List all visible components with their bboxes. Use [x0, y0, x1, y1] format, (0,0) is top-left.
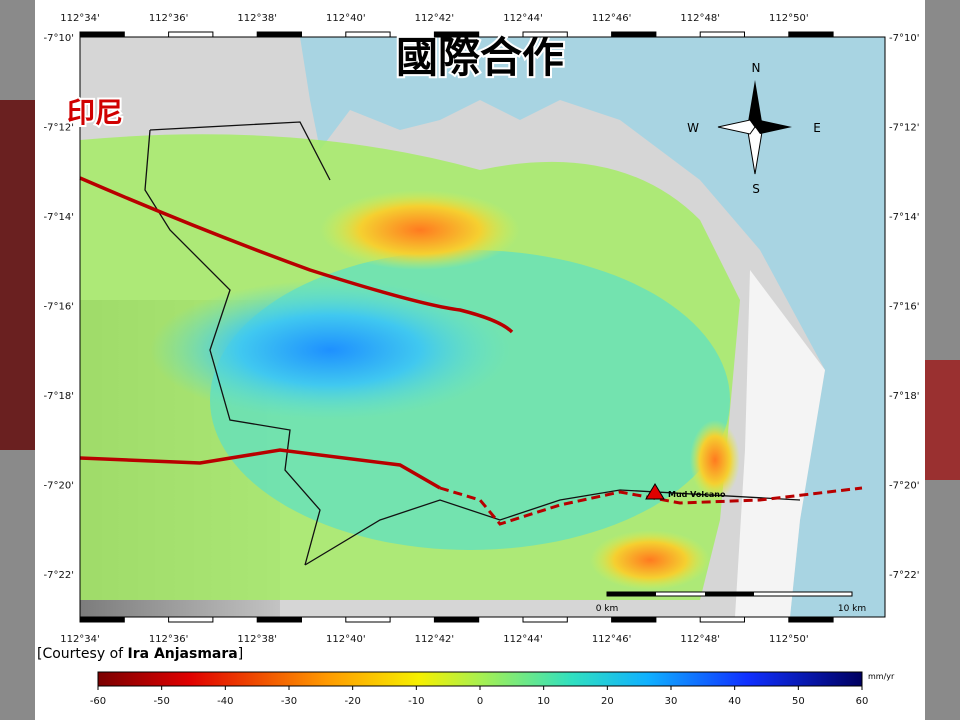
compass-label: E — [813, 121, 821, 135]
colorbar-tick-label: -20 — [344, 696, 360, 707]
frame-tick — [699, 616, 746, 623]
colorbar-tick-label: 60 — [856, 696, 869, 707]
frame-tick — [611, 616, 657, 623]
fault — [79, 176, 514, 334]
scale-label: 0 km — [596, 604, 619, 614]
lon-label: 112°34' — [60, 13, 100, 24]
colorbar-tick-label: 0 — [477, 696, 483, 707]
frame-tick — [433, 616, 480, 623]
compass-label: S — [752, 182, 760, 196]
lon-label: 112°36' — [149, 13, 189, 24]
lon-label: 112°46' — [592, 13, 632, 24]
frame-tick — [168, 31, 214, 38]
frame-tick — [788, 31, 834, 38]
deformation — [690, 420, 740, 500]
lat-label: -7°18' — [889, 391, 919, 402]
lon-label: 112°36' — [149, 634, 189, 645]
lat-label: -7°12' — [44, 123, 74, 134]
lat-label: -7°18' — [44, 391, 74, 402]
deformation — [320, 190, 520, 270]
colorbar-tick-label: -40 — [217, 696, 233, 707]
frame-tick — [79, 31, 125, 38]
lat-label: -7°16' — [44, 302, 74, 313]
photo-background — [925, 360, 960, 480]
colorbar-tick-label: 20 — [601, 696, 614, 707]
fault — [79, 448, 441, 490]
lon-label: 112°50' — [769, 13, 809, 24]
map-frame — [79, 36, 886, 618]
lon-label: 112°42' — [415, 13, 455, 24]
colorbar-tick-label: 30 — [665, 696, 678, 707]
volcano-marker — [645, 483, 665, 500]
credit-name: Ira Anjasmara — [128, 646, 238, 662]
colorbar-tick-label: -50 — [153, 696, 169, 707]
colorbar-tick-label: 40 — [728, 696, 741, 707]
frame-tick — [79, 616, 125, 623]
sea — [300, 37, 885, 617]
lon-label: 112°38' — [237, 634, 277, 645]
frame-tick — [168, 616, 214, 623]
deformation — [590, 530, 710, 590]
lat-label: -7°20' — [889, 481, 919, 492]
frame-tick — [256, 31, 303, 38]
colorbar-tick-label: -60 — [90, 696, 106, 707]
frame-tick — [522, 616, 568, 623]
lat-label: -7°12' — [889, 123, 919, 134]
frame-tick — [522, 31, 568, 38]
lon-label: 112°48' — [680, 634, 720, 645]
frame-tick — [345, 31, 391, 38]
annotation: Mud Volcano — [668, 490, 726, 499]
scale-label: 10 km — [838, 604, 866, 614]
colorbar-tick-label: -10 — [408, 696, 424, 707]
deformation — [150, 280, 510, 420]
credit: [Courtesy of Ira Anjasmara] — [37, 646, 243, 662]
lon-label: 112°48' — [680, 13, 720, 24]
lat-label: -7°20' — [44, 481, 74, 492]
lat-label: -7°10' — [889, 33, 919, 44]
compass-label: N — [752, 61, 761, 75]
lon-label: 112°34' — [60, 634, 100, 645]
ticks: 112°34' 112°34' 112°36' 112°36' 112°38' 112°3… — [44, 13, 920, 707]
frame-tick — [611, 31, 657, 38]
colorbar — [97, 671, 863, 687]
lat-label: -7°22' — [44, 570, 74, 581]
colorbar-tick-label: 10 — [537, 696, 550, 707]
frame-tick — [699, 31, 746, 38]
compass-label: W — [687, 121, 699, 135]
colorbar-tick-label: 50 — [792, 696, 805, 707]
lon-label: 112°44' — [503, 13, 543, 24]
fault — [439, 486, 863, 526]
scale-bar: 0 km 10 km — [596, 591, 866, 614]
photo-background — [0, 100, 35, 450]
compass: N S E W — [687, 61, 821, 196]
lon-label: 112°42' — [415, 634, 455, 645]
lon-label: 112°40' — [326, 634, 366, 645]
colorbar-unit: mm/yr — [868, 672, 895, 681]
region-label: 印尼 — [67, 96, 123, 129]
lon-label: 112°50' — [769, 634, 809, 645]
lat-label: -7°22' — [889, 570, 919, 581]
lat-label: -7°14' — [889, 212, 919, 223]
lon-label: 112°38' — [237, 13, 277, 24]
title: 國際合作 — [396, 33, 564, 82]
lon-label: 112°46' — [592, 634, 632, 645]
frame-tick — [256, 616, 303, 623]
credit-prefix: [Courtesy of — [37, 646, 124, 662]
map: Mud Volcano N S E W 0 km 10 km — [79, 36, 886, 618]
lat-label: -7°14' — [44, 212, 74, 223]
lon-label: 112°40' — [326, 13, 366, 24]
lon-label: 112°44' — [503, 634, 543, 645]
credit-suffix: ] — [238, 646, 243, 662]
colorbar-tick-label: -30 — [281, 696, 297, 707]
land-white — [735, 270, 825, 617]
frame-tick — [788, 616, 834, 623]
lat-label: -7°10' — [44, 33, 74, 44]
frame-tick — [433, 31, 480, 38]
frame-tick — [345, 616, 391, 623]
lat-label: -7°16' — [889, 302, 919, 313]
